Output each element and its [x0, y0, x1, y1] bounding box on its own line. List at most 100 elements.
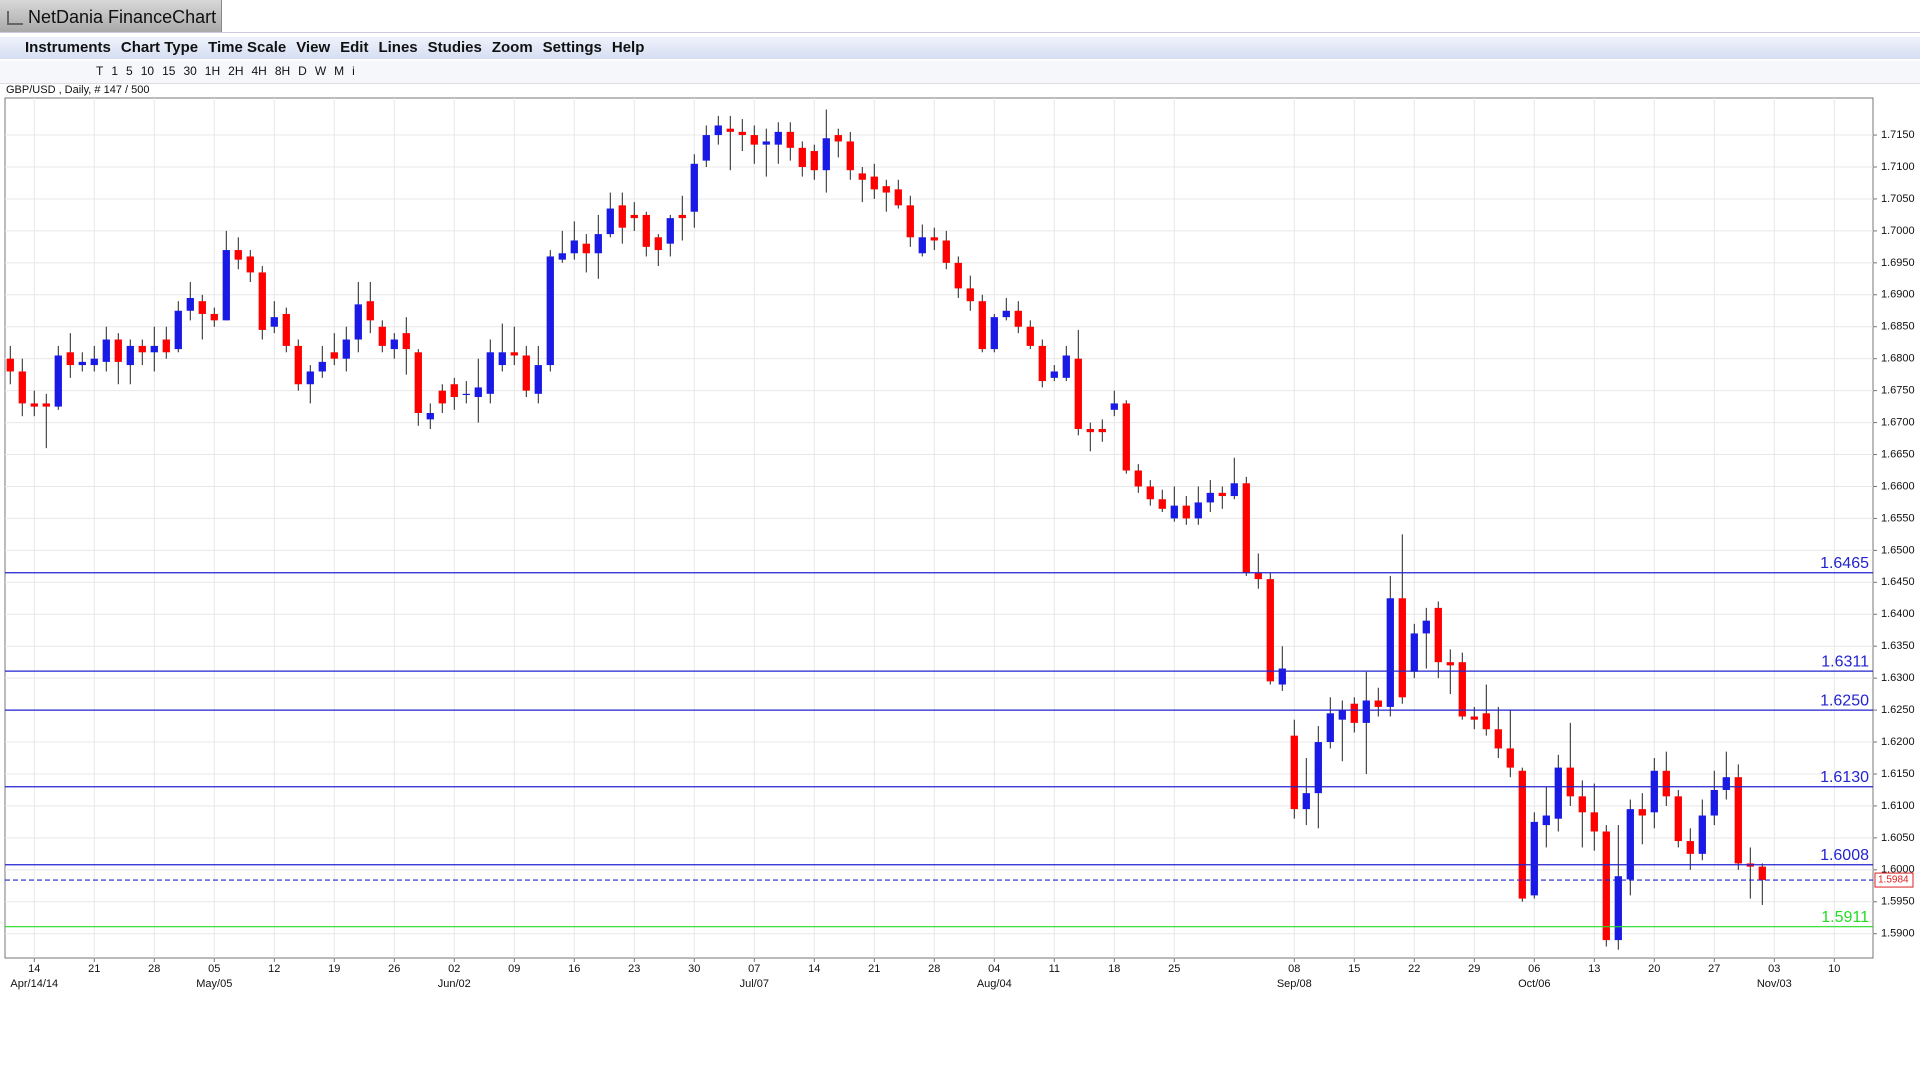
toolbar-button[interactable]: 4H: [251, 64, 267, 78]
y-tick-label: 1.6550: [1881, 512, 1915, 524]
level-label: 1.5911: [1821, 909, 1869, 926]
candle-body: [738, 131, 746, 136]
candle-body: [534, 365, 542, 394]
candle-body: [426, 412, 434, 420]
candle-body: [78, 361, 86, 366]
toolbar-button[interactable]: 1H: [204, 64, 221, 78]
candle-body: [282, 313, 290, 346]
toolbar-button[interactable]: W: [314, 64, 327, 78]
x-tick-label: 19: [328, 963, 340, 975]
candle-body: [222, 250, 230, 321]
y-tick-label: 1.6150: [1881, 768, 1915, 780]
candle-body: [246, 256, 254, 273]
candle-body: [1362, 700, 1370, 723]
candle-body: [138, 345, 146, 353]
toolbar-button[interactable]: 1: [111, 64, 119, 78]
toolbar-button[interactable]: 10: [140, 64, 155, 78]
candle-body: [546, 256, 554, 366]
candle-body: [846, 141, 854, 171]
x-tick-label: 04: [988, 963, 1000, 975]
candle-body: [822, 138, 830, 171]
menu-item[interactable]: Instruments: [25, 39, 111, 56]
menu-item[interactable]: Edit: [340, 39, 369, 56]
toolbar-button[interactable]: T: [96, 64, 104, 78]
menu-item[interactable]: Chart Type: [120, 39, 199, 56]
y-tick-label: 1.7000: [1881, 225, 1915, 237]
x-tick-label: 07: [748, 963, 760, 975]
candle-body: [30, 403, 38, 407]
candle-body: [1650, 770, 1658, 813]
candle-body: [90, 358, 98, 366]
level-label: 1.6250: [1820, 692, 1869, 709]
candle-body: [654, 237, 662, 251]
x-tick-label: 16: [568, 963, 580, 975]
menu-item[interactable]: View: [296, 39, 331, 56]
x-tick-label: 28: [928, 963, 940, 975]
menu-item[interactable]: Zoom: [491, 39, 533, 56]
candle-body: [390, 339, 398, 350]
candle-body: [978, 301, 986, 350]
candle-body: [1554, 767, 1562, 819]
candle-body: [1626, 809, 1634, 880]
y-tick-label: 1.6500: [1881, 544, 1915, 556]
candle-body: [894, 189, 902, 206]
candle-body: [702, 135, 710, 161]
candle-body: [1098, 428, 1106, 433]
candle-body: [1122, 403, 1130, 471]
x-month-label: Nov/03: [1757, 978, 1792, 990]
candle-body: [1350, 703, 1358, 723]
candle-body: [1410, 633, 1418, 672]
candle-body: [678, 214, 686, 219]
menu-item[interactable]: Time Scale: [208, 39, 287, 56]
toolbar-button[interactable]: M: [334, 64, 345, 78]
candle-body: [1398, 598, 1406, 698]
candle-body: [1266, 579, 1274, 682]
x-tick-label: 12: [268, 963, 280, 975]
candle-body: [630, 214, 638, 219]
candle-body: [1374, 700, 1382, 707]
x-month-label: Apr/14/14: [10, 978, 58, 990]
candle-body: [594, 234, 602, 254]
candle-body: [666, 218, 674, 244]
candle-body: [1230, 483, 1238, 497]
window-tab[interactable]: NetDania FinanceChart: [0, 0, 222, 32]
candle-body: [954, 262, 962, 289]
toolbar-button[interactable]: 30: [183, 64, 197, 78]
candle-body: [1278, 668, 1286, 685]
candle-body: [690, 163, 698, 212]
toolbar-button[interactable]: D: [298, 64, 307, 78]
toolbar-button[interactable]: 8H: [274, 64, 291, 78]
candle-body: [1566, 767, 1574, 797]
toolbar-button[interactable]: 5: [126, 64, 133, 78]
candle-body: [786, 131, 794, 148]
candle-body: [150, 345, 158, 353]
last-price-box: [1874, 872, 1914, 888]
toolbar-button[interactable]: 2H: [228, 64, 244, 78]
y-tick-label: 1.6400: [1881, 608, 1915, 620]
y-tick-label: 1.6900: [1881, 289, 1915, 301]
candle-body: [378, 326, 386, 346]
toolbar-button[interactable]: 15: [162, 64, 176, 78]
menu-item[interactable]: Settings: [542, 39, 602, 56]
menu-item[interactable]: Help: [611, 39, 645, 56]
candle-body: [834, 135, 842, 142]
x-tick-label: 23: [628, 963, 640, 975]
candle-body: [1506, 748, 1514, 768]
candle-body: [906, 205, 914, 238]
candle-body: [1206, 492, 1214, 503]
candle-body: [966, 288, 974, 302]
x-month-label: Sep/08: [1277, 978, 1312, 990]
candle-body: [1686, 841, 1694, 854]
candle-body: [66, 352, 74, 366]
menu-item[interactable]: Studies: [427, 39, 482, 56]
candle-body: [1026, 326, 1034, 346]
candle-body: [318, 361, 326, 372]
candle-body: [1014, 310, 1022, 327]
candle-body: [990, 317, 998, 350]
menu-item[interactable]: Lines: [378, 39, 418, 56]
candle-body: [1254, 572, 1262, 580]
toolbar-button[interactable]: i: [352, 64, 355, 78]
candle-body: [606, 208, 614, 235]
